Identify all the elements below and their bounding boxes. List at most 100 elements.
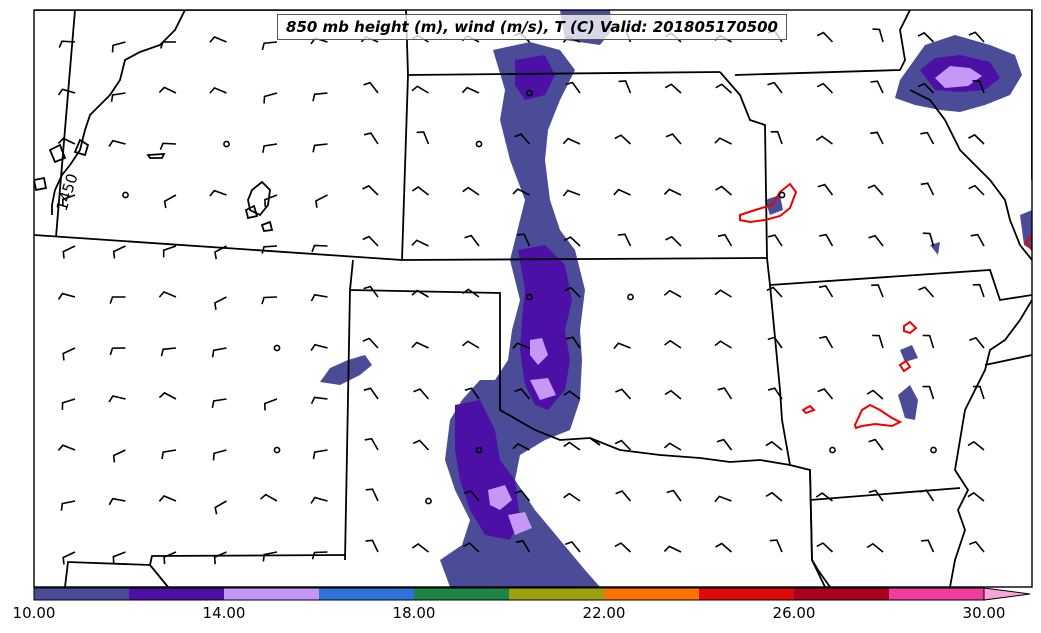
- blob-3: [900, 345, 918, 362]
- wind-barb: [62, 245, 76, 259]
- height-contour-loop-4: [260, 220, 274, 232]
- wind-barb: [57, 137, 76, 145]
- wind-barb: [872, 28, 884, 43]
- wind-barb: [112, 551, 126, 564]
- wind-barb: [512, 342, 530, 350]
- wind-barb: [866, 542, 884, 553]
- wind-barb: [562, 189, 581, 197]
- wind-barb: [263, 92, 278, 104]
- colorbar-tick-label: 30.00: [962, 604, 1006, 622]
- wind-barb: [717, 233, 733, 247]
- temperature-contour-2: [903, 320, 918, 335]
- wind-barb: [108, 139, 126, 147]
- wind-barb: [717, 387, 733, 400]
- wind-barb: [968, 184, 985, 196]
- wind-barb: [416, 131, 430, 145]
- wind-barb: [563, 236, 581, 247]
- wind-barb: [211, 347, 227, 358]
- border-nm-south: [64, 554, 346, 587]
- wind-barb: [818, 285, 834, 298]
- wind-barb: [714, 495, 732, 503]
- height-contour-loop-2: [48, 143, 67, 164]
- wind-barb: [868, 489, 884, 502]
- wind-barb: [972, 385, 985, 400]
- wind-barb: [57, 444, 76, 452]
- wind-barb: [714, 137, 732, 145]
- wind-barb: [564, 540, 581, 553]
- wind-barb: [517, 233, 531, 247]
- wind-barb: [61, 398, 76, 410]
- map-title: 850 mb height (m), wind (m/s), T (C) Val…: [277, 14, 787, 40]
- wind-barb: [363, 132, 379, 145]
- wind-barb: [967, 440, 985, 451]
- blob-2: [898, 385, 918, 420]
- colorbar-outline: [33, 587, 985, 601]
- wind-barb: [514, 489, 531, 502]
- wind-barb: [968, 540, 985, 553]
- wind-barb: [922, 334, 935, 349]
- calm-wind-marker: [223, 140, 230, 148]
- wind-barb: [614, 439, 632, 451]
- wind-barb: [159, 41, 177, 49]
- wind-barb: [212, 449, 227, 461]
- wind-barb: [62, 551, 76, 565]
- wind-barb: [261, 245, 278, 254]
- wind-barb: [363, 81, 379, 94]
- wind-barb: [666, 489, 682, 502]
- wind-barb: [765, 491, 783, 502]
- calm-wind-marker: [273, 446, 281, 454]
- wind-barb: [162, 245, 177, 258]
- border-ks-ne: [401, 74, 768, 261]
- wind-barb: [819, 233, 834, 247]
- wind-barb: [464, 234, 480, 247]
- height-contour-loop-7: [146, 153, 166, 159]
- temperature-contour-3: [898, 359, 912, 373]
- wind-barb: [108, 497, 126, 506]
- wind-barb: [411, 239, 429, 247]
- wind-barb: [362, 184, 379, 196]
- wind-barb: [214, 500, 227, 515]
- height-contour-1450: [51, 10, 186, 215]
- wind-barb: [261, 296, 278, 305]
- wind-barb: [972, 79, 985, 94]
- border-ok-east: [809, 469, 831, 587]
- wind-barb: [617, 233, 632, 247]
- wind-barb: [918, 286, 935, 298]
- border-mo-south: [769, 269, 1032, 302]
- temperature-contour-4: [801, 404, 816, 415]
- wind-barb: [461, 86, 480, 94]
- wind-barb: [663, 442, 682, 451]
- wind-barb: [563, 492, 581, 502]
- wind-barb: [664, 389, 682, 400]
- wind-barb: [766, 286, 783, 298]
- wind-barb: [816, 82, 834, 94]
- wind-barb: [769, 539, 783, 553]
- wind-barb: [664, 83, 682, 94]
- wind-barb: [413, 388, 430, 400]
- temperature-contour-1: [739, 182, 798, 224]
- wind-barb: [462, 288, 480, 298]
- height-contours: [34, 10, 274, 232]
- wind-barb: [970, 233, 985, 247]
- temperature-contour-6: [1024, 235, 1032, 251]
- wind-barb: [816, 542, 834, 553]
- temperature-contour-5: [853, 403, 903, 430]
- wind-barb: [922, 232, 935, 247]
- wind-barb: [209, 36, 227, 43]
- wind-barb: [615, 388, 632, 400]
- wind-barb: [664, 339, 682, 349]
- wind-barb: [365, 488, 379, 502]
- wind-barb: [564, 286, 581, 298]
- jet-band-mid: [518, 245, 572, 410]
- colorbar-tick-label: 18.00: [392, 604, 436, 622]
- wind-barb: [663, 545, 682, 553]
- wind-barb: [969, 336, 985, 349]
- wind-barb: [714, 289, 732, 298]
- wind-barb: [158, 290, 177, 298]
- wind-barb: [411, 341, 429, 349]
- colorbar-segment: [509, 588, 605, 600]
- wind-barb: [767, 387, 783, 400]
- wind-barb: [363, 285, 379, 298]
- ne-jet-core: [935, 66, 982, 88]
- wind-barb: [263, 398, 278, 411]
